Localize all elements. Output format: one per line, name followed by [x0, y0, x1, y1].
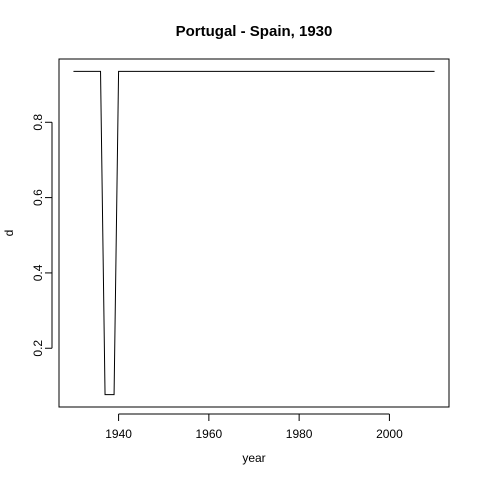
x-tick-label: 2000 [376, 427, 403, 441]
y-axis-label: d [2, 230, 16, 237]
x-axis-label: year [242, 451, 265, 465]
y-axis: 0.2 0.4 0.6 0.8 [31, 114, 53, 357]
y-tick-label: 0.4 [31, 264, 45, 281]
series-line [73, 70, 435, 396]
chart-title: Portugal - Spain, 1930 [176, 23, 333, 40]
x-axis: 1940 1960 1980 2000 [105, 413, 403, 441]
x-tick-label: 1940 [105, 427, 132, 441]
x-tick-label: 1960 [196, 427, 223, 441]
plot-frame [58, 58, 450, 408]
y-tick-label: 0.2 [31, 340, 45, 357]
x-tick-label: 1980 [286, 427, 313, 441]
series-layer [73, 70, 435, 396]
y-tick-label: 0.8 [31, 114, 45, 131]
y-tick-label: 0.6 [31, 189, 45, 206]
